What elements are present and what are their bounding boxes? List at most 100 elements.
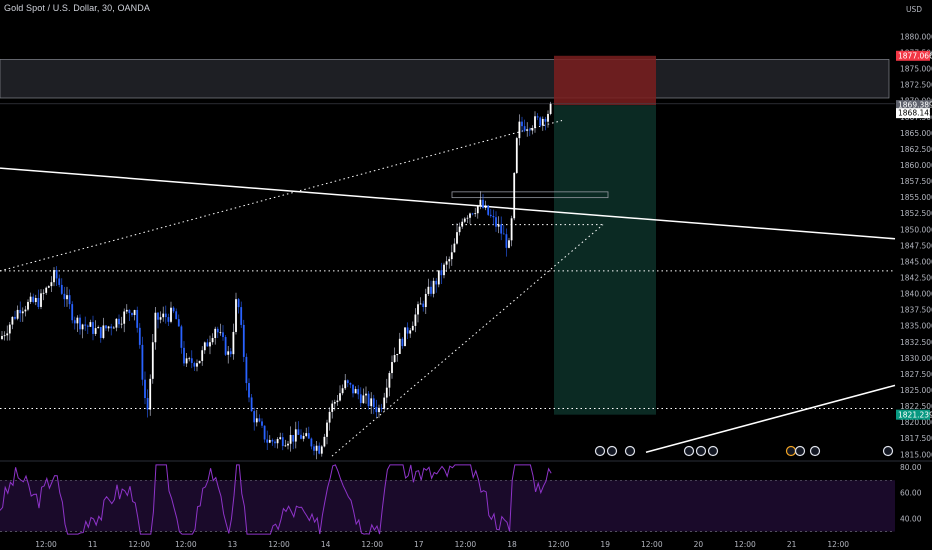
candle-body [406, 327, 409, 334]
price-tick-label: 1840.000 [900, 290, 932, 299]
candle-body [440, 270, 443, 276]
candle-body [196, 363, 198, 367]
candle-body [549, 103, 552, 114]
candle-body [1, 335, 3, 340]
candle-body [346, 380, 349, 384]
candle-body [21, 311, 24, 314]
candle-body [253, 411, 256, 423]
price-tag-label: 1877.066 [898, 51, 932, 60]
candle-body [375, 407, 378, 413]
candle-body [505, 234, 508, 248]
rsi-tick-label: 80.00 [900, 463, 922, 472]
candle-body [263, 425, 266, 440]
candle-body [484, 205, 487, 208]
economic-event-icon [594, 445, 606, 457]
candle-body [14, 316, 16, 319]
price-tick-label: 1832.500 [900, 338, 932, 347]
candle-body [409, 330, 412, 334]
candle-body [222, 332, 224, 338]
candle-body [84, 324, 87, 326]
candle-body [294, 429, 297, 442]
price-tag-label: 1868.145 [898, 109, 932, 118]
candle-body [172, 307, 175, 312]
candle-body [266, 439, 269, 443]
rsi-line [0, 464, 552, 535]
candle-body [331, 403, 334, 412]
candle-body [458, 226, 461, 233]
candle-body [159, 317, 162, 320]
candle-body [175, 311, 178, 320]
candle-body [224, 337, 227, 355]
candle-body [500, 224, 503, 234]
candle-body [518, 121, 521, 139]
candle-body [112, 327, 115, 329]
price-tick-label: 1845.000 [900, 257, 932, 266]
candle-body [235, 299, 237, 332]
candle-body [183, 347, 185, 364]
candle-body [526, 129, 529, 131]
price-tick-label: 1852.500 [900, 209, 932, 218]
candle-body [365, 393, 367, 396]
economic-event-icon [794, 445, 806, 457]
take-profit-zone [554, 105, 656, 415]
candle-body [250, 397, 253, 412]
candle-body [198, 360, 201, 364]
candle-body [73, 320, 76, 324]
economic-event-icon [683, 445, 695, 457]
candle-body [34, 297, 37, 303]
candle-body [388, 373, 391, 388]
candle-body [102, 325, 105, 338]
price-tick-label: 1817.500 [900, 434, 932, 443]
candle-body [50, 282, 53, 287]
candle-body [190, 358, 193, 364]
candle-body [110, 326, 113, 329]
price-tick-label: 1835.000 [900, 322, 932, 331]
candle-body [3, 335, 6, 337]
time-tick-label: 18 [507, 540, 517, 549]
candle-body [11, 316, 14, 325]
candle-body [378, 407, 380, 413]
candle-body [536, 116, 539, 118]
candle-body [523, 126, 526, 131]
candle-body [193, 363, 196, 367]
candle-body [372, 398, 375, 408]
candle-body [456, 232, 458, 244]
candle-body [276, 439, 279, 444]
rising-trendline-dotted [0, 120, 563, 272]
candle-body [391, 362, 393, 374]
candle-body [539, 117, 542, 126]
candle-body [180, 326, 183, 348]
time-tick-label: 12:00 [175, 540, 197, 549]
candle-body [398, 338, 401, 354]
candle-body [547, 113, 549, 122]
candle-body [258, 418, 261, 422]
price-tick-label: 1825.000 [900, 386, 932, 395]
candle-body [352, 384, 354, 394]
candle-body [141, 344, 144, 380]
candle-body [133, 309, 136, 316]
candle-body [427, 286, 430, 294]
price-tick-label: 1820.000 [900, 418, 932, 427]
candle-body [248, 383, 250, 398]
price-tick-label: 1880.000 [900, 32, 932, 41]
candle-body [435, 280, 438, 285]
candle-body [492, 216, 495, 218]
time-tick-label: 12:00 [641, 540, 663, 549]
candle-body [66, 295, 68, 300]
price-tick-label: 1865.000 [900, 129, 932, 138]
price-tick-label: 1857.500 [900, 177, 932, 186]
candle-body [313, 446, 315, 451]
candle-body [417, 304, 419, 315]
candle-body [24, 309, 27, 312]
currency-label: USD [906, 5, 922, 14]
candle-body [318, 445, 321, 454]
rsi-tick-label: 60.00 [900, 489, 922, 498]
candle-body [354, 389, 357, 394]
candle-body [528, 129, 531, 131]
stop-loss-zone [554, 55, 656, 106]
candle-body [310, 438, 313, 447]
candle-body [123, 311, 126, 324]
descending-trendline [0, 167, 896, 240]
